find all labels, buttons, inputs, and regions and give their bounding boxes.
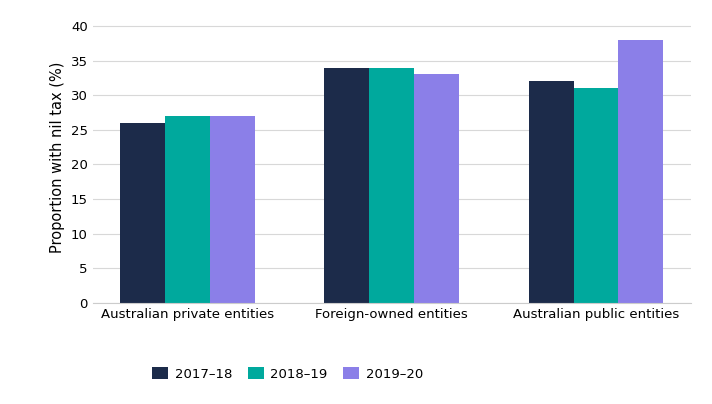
Bar [369, 67, 414, 303]
Bar [209, 116, 255, 303]
Bar [574, 88, 619, 303]
Bar [324, 67, 369, 303]
Bar [619, 40, 664, 303]
Bar [528, 81, 574, 303]
Y-axis label: Proportion with nil tax (%): Proportion with nil tax (%) [50, 62, 65, 253]
Bar [164, 116, 209, 303]
Bar [414, 74, 459, 303]
Bar [120, 123, 164, 303]
Legend: 2017–18, 2018–19, 2019–20: 2017–18, 2018–19, 2019–20 [147, 362, 429, 386]
